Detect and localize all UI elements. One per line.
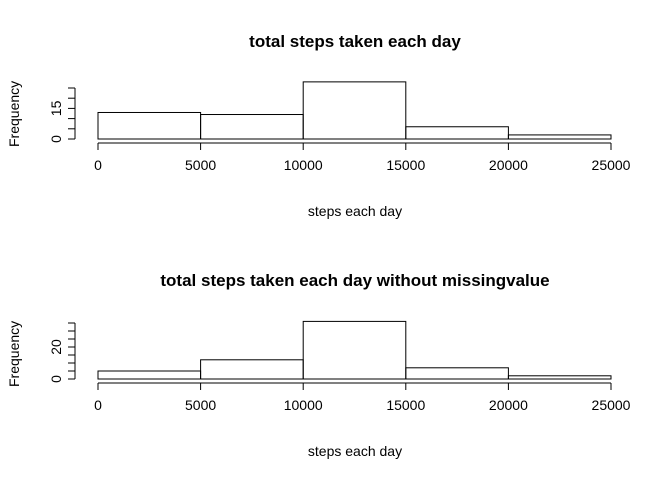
- histogram-bar: [507, 375, 612, 380]
- y-tick-label: 15: [48, 100, 64, 116]
- histogram-bar: [405, 126, 509, 140]
- x-tick-label: 25000: [592, 397, 631, 413]
- x-tick-label: 0: [94, 157, 102, 173]
- x-tick-label: 25000: [592, 157, 631, 173]
- histogram-bar: [405, 367, 509, 380]
- histogram-bar: [507, 134, 612, 140]
- x-axis-label: steps each day: [307, 443, 403, 459]
- histogram-bar: [302, 320, 407, 380]
- chart-title: total steps taken each day without missi…: [160, 271, 550, 290]
- histogram-panel-2: total steps taken each day without missi…: [0, 240, 672, 480]
- histogram-bar: [97, 111, 202, 140]
- x-tick-label: 15000: [386, 157, 425, 173]
- histogram-bar: [200, 359, 304, 380]
- x-tick-label: 0: [94, 397, 102, 413]
- histogram-bar: [97, 370, 202, 380]
- x-axis-label: steps each day: [307, 203, 403, 219]
- x-tick-label: 10000: [284, 397, 323, 413]
- histogram-plot: 0 5000 10000 15000 20000 25000 0 15: [48, 81, 631, 173]
- histogram-plot: 0 5000 10000 15000 20000 25000 0 20: [48, 320, 631, 413]
- x-tick-label: 15000: [386, 397, 425, 413]
- x-tick-label: 20000: [489, 397, 528, 413]
- chart-title: total steps taken each day: [249, 32, 461, 51]
- x-tick-label: 10000: [284, 157, 323, 173]
- y-axis-label: Frequency: [6, 80, 22, 147]
- y-tick-label: 0: [48, 135, 64, 143]
- histogram-panel-1: total steps taken each day 0 5000 10000 150…: [6, 32, 631, 219]
- y-tick-label: 0: [48, 375, 64, 383]
- y-axis-label: Frequency: [6, 320, 22, 387]
- x-tick-label: 20000: [489, 157, 528, 173]
- y-tick-label: 20: [48, 339, 64, 355]
- histogram-bar: [302, 81, 407, 140]
- x-tick-label: 5000: [185, 157, 216, 173]
- histogram-bar: [200, 114, 304, 140]
- x-tick-label: 5000: [185, 397, 216, 413]
